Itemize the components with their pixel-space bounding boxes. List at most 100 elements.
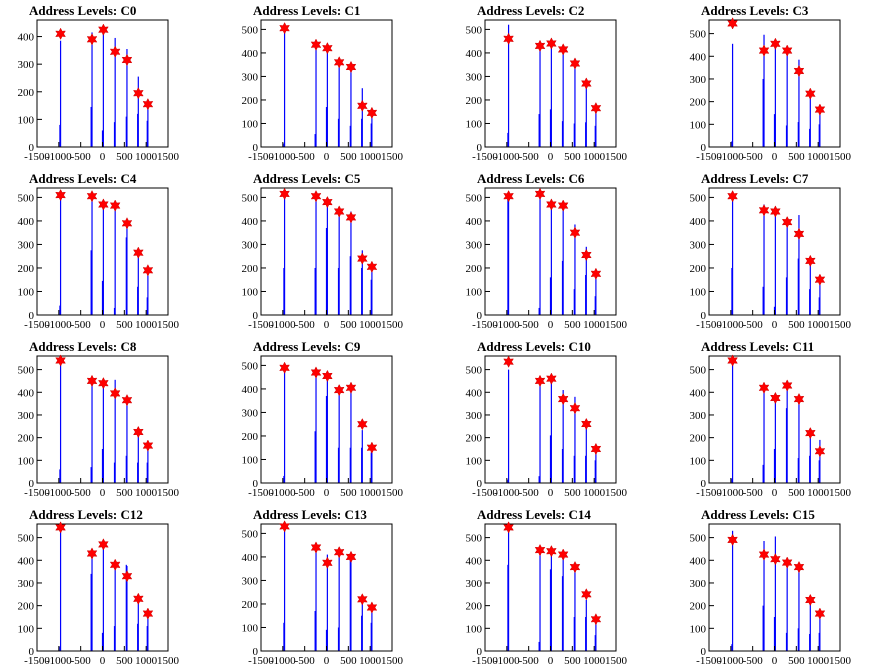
panel-title: Address Levels: C5 <box>253 171 361 186</box>
x-tick-label: 0 <box>100 319 106 331</box>
y-tick-label: 0 <box>477 142 483 154</box>
x-tick-label: -500 <box>743 655 764 667</box>
x-tick-label: -500 <box>295 655 316 667</box>
peak-star-marker <box>793 560 805 574</box>
x-tick-label: 1500 <box>605 655 628 667</box>
peak-star-marker <box>758 381 770 394</box>
peak-star-marker <box>121 570 133 583</box>
y-tick-label: 0 <box>701 310 707 322</box>
peak-star-marker <box>814 103 826 116</box>
y-tick-label: 500 <box>18 533 35 545</box>
peak-star-marker <box>322 369 333 383</box>
x-tick-label: 1000 <box>583 319 606 331</box>
peak-star-marker <box>569 402 581 415</box>
panel-c11: Address Levels: C11 0 100 200 300 400 500 -1500… <box>690 339 852 499</box>
x-tick-label: 1000 <box>359 655 382 667</box>
y-tick-label: 200 <box>242 263 259 275</box>
x-tick-label: 1500 <box>605 151 628 163</box>
x-tick-label: 500 <box>788 487 805 499</box>
y-tick-label: 400 <box>18 387 35 399</box>
x-tick-label: -500 <box>519 655 540 667</box>
x-tick-label: 1500 <box>157 319 180 331</box>
peak-star-marker <box>133 87 144 100</box>
x-tick-label: 500 <box>564 319 581 331</box>
peak-star-marker <box>569 226 581 239</box>
x-tick-label: -1000 <box>46 319 72 331</box>
peak-star-marker <box>814 273 826 286</box>
peak-star-marker <box>557 199 569 212</box>
panel-c10: Address Levels: C10 0 100 200 300 400 500 -1500… <box>466 339 628 499</box>
x-tick-label: 0 <box>772 655 778 667</box>
y-tick-label: 300 <box>242 239 259 251</box>
y-tick-label: 400 <box>18 555 35 567</box>
peak-star-marker <box>310 38 322 51</box>
panel-title: Address Levels: C10 <box>477 339 591 354</box>
peak-star-marker <box>357 418 368 431</box>
peak-star-marker <box>345 550 357 564</box>
panel-title: Address Levels: C6 <box>477 171 585 186</box>
peak-star-marker <box>55 354 66 367</box>
y-tick-label: 200 <box>18 263 35 275</box>
x-tick-label: -1000 <box>46 151 72 163</box>
y-tick-label: 500 <box>690 192 707 204</box>
x-tick-label: 1000 <box>359 151 382 163</box>
peak-star-marker <box>310 366 322 379</box>
peak-star-marker <box>98 377 109 390</box>
peak-star-marker <box>279 361 290 374</box>
peak-star-marker <box>322 42 333 55</box>
y-tick-label: 0 <box>701 478 707 490</box>
peak-star-marker <box>322 556 333 569</box>
peak-star-marker <box>534 187 546 201</box>
peak-star-marker <box>310 190 322 203</box>
peak-star-marker <box>770 37 781 50</box>
peak-star-marker <box>590 613 602 626</box>
y-tick-label: 200 <box>466 601 483 613</box>
y-tick-label: 500 <box>466 533 483 545</box>
peak-star-marker <box>727 17 738 30</box>
x-tick-label: -1000 <box>494 319 520 331</box>
y-tick-label: 0 <box>253 310 259 322</box>
x-tick-label: 0 <box>100 487 106 499</box>
peak-star-marker <box>546 37 557 50</box>
y-tick-label: 500 <box>242 24 259 36</box>
x-tick-label: -1000 <box>718 151 744 163</box>
y-tick-label: 200 <box>242 431 259 443</box>
y-tick-label: 100 <box>690 286 707 298</box>
y-tick-label: 100 <box>18 623 35 635</box>
peak-star-marker <box>109 387 121 400</box>
peak-star-marker <box>581 77 592 90</box>
y-tick-label: 0 <box>29 310 35 322</box>
x-tick-label: 500 <box>116 151 133 163</box>
peak-star-marker <box>109 199 121 212</box>
x-tick-label: 500 <box>340 151 357 163</box>
panel-c2: Address Levels: C20100200300400500-1500-… <box>466 3 628 163</box>
x-tick-label: 1000 <box>583 487 606 499</box>
y-tick-label: 500 <box>690 365 707 377</box>
y-tick-label: 0 <box>29 142 35 154</box>
y-tick-label: 0 <box>701 646 707 658</box>
x-tick-label: 500 <box>788 319 805 331</box>
x-tick-label: -500 <box>519 151 540 163</box>
y-tick-label: 0 <box>29 646 35 658</box>
y-tick-label: 200 <box>690 601 707 613</box>
x-tick-label: -500 <box>743 487 764 499</box>
peak-star-marker <box>758 204 770 217</box>
y-tick-label: 400 <box>466 48 483 60</box>
x-tick-label: 500 <box>788 151 805 163</box>
x-tick-label: -1000 <box>270 655 296 667</box>
peak-star-marker <box>581 588 592 601</box>
y-tick-label: 300 <box>18 59 35 71</box>
panel-c14: Address Levels: C14 0 100 200 300 400 500 -1500… <box>466 507 628 667</box>
x-tick-label: -1000 <box>270 151 296 163</box>
y-tick-label: 300 <box>242 407 259 419</box>
peak-star-marker <box>793 392 805 406</box>
y-tick-label: 200 <box>242 599 259 611</box>
y-tick-label: 100 <box>690 623 707 635</box>
y-tick-label: 400 <box>690 387 707 399</box>
panel-title: Address Levels: C8 <box>29 339 137 354</box>
y-tick-label: 300 <box>18 578 35 590</box>
x-tick-label: 1500 <box>157 655 180 667</box>
peak-star-marker <box>581 417 592 431</box>
y-tick-label: 300 <box>690 239 707 251</box>
